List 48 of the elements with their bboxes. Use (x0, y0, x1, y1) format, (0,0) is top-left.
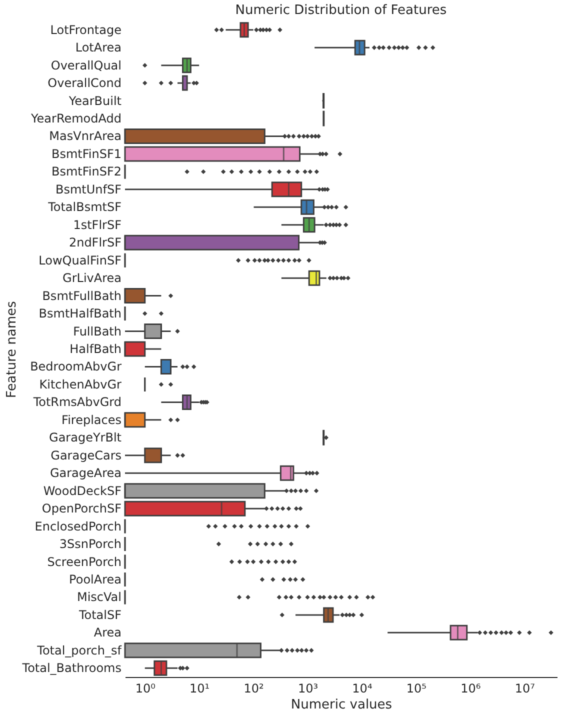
y-tick-label: TotRmsAbvGrd (32, 395, 122, 410)
y-tick-label: Total_Bathrooms (21, 661, 122, 676)
y-tick-label: TotalBsmtSF (47, 200, 122, 214)
y-tick-label: BsmtUnfSF (55, 182, 122, 196)
chart-title: Numeric Distribution of Features (235, 3, 447, 18)
y-tick-label: ScreenPorch (47, 554, 122, 569)
y-tick-label: GarageYrBlt (49, 430, 122, 445)
y-tick-label: 2ndFlrSF (68, 236, 122, 250)
y-tick-label: GrLivArea (62, 271, 122, 286)
y-tick-label: BsmtHalfBath (38, 306, 122, 321)
x-tick-label: 10⁷ (514, 682, 536, 696)
y-tick-label: TotalSF (78, 608, 122, 622)
y-tick-label: LotArea (75, 40, 122, 55)
y-axis-title: Feature names (4, 300, 20, 398)
y-tick-label: YearBuilt (68, 94, 122, 108)
y-tick-label: GarageCars (50, 448, 122, 462)
y-tick-label: HalfBath (70, 342, 122, 356)
y-tick-label: OverallQual (50, 58, 122, 72)
y-tick-label: FullBath (73, 324, 122, 338)
y-tick-label: LowQualFinSF (38, 253, 122, 268)
x-tick-label: 10¹ (190, 682, 210, 696)
y-tick-label: MasVnrArea (49, 129, 122, 144)
y-tick-label: BsmtFinSF1 (51, 146, 122, 161)
x-tick-label: 10⁶ (460, 682, 481, 696)
x-tick-label: 10⁵ (406, 682, 427, 696)
y-tick-label: Fireplaces (62, 412, 122, 427)
y-tick-label: GarageArea (50, 466, 122, 480)
y-tick-label: KitchenAbvGr (39, 377, 122, 392)
y-tick-label: 1stFlrSF (73, 218, 122, 232)
y-tick-label: YearRemodAdd (30, 112, 122, 126)
y-tick-label: PoolArea (69, 572, 122, 586)
y-tick-label: OpenPorchSF (42, 502, 122, 516)
y-tick-label: EnclosedPorch (34, 519, 122, 534)
y-tick-label: MiscVal (76, 590, 122, 604)
y-tick-label: BsmtFinSF2 (51, 164, 122, 179)
x-tick-label: 10⁴ (352, 682, 372, 696)
y-tick-label: Total_porch_sf (36, 643, 122, 658)
x-tick-label: 10³ (298, 682, 318, 696)
x-axis-title: Numeric values (290, 698, 392, 712)
y-tick-label: BedroomAbvGr (30, 360, 122, 374)
y-tick-label: 3SsnPorch (59, 537, 122, 552)
x-tick-label: 10² (244, 682, 264, 696)
y-tick-label: WoodDeckSF (43, 484, 122, 498)
x-tick-label: 10⁰ (135, 682, 156, 696)
y-tick-label: LotFrontage (50, 22, 122, 37)
y-tick-label: Area (94, 626, 122, 640)
y-tick-label: BsmtFullBath (42, 288, 122, 303)
y-tick-label: OverallCond (48, 76, 122, 90)
